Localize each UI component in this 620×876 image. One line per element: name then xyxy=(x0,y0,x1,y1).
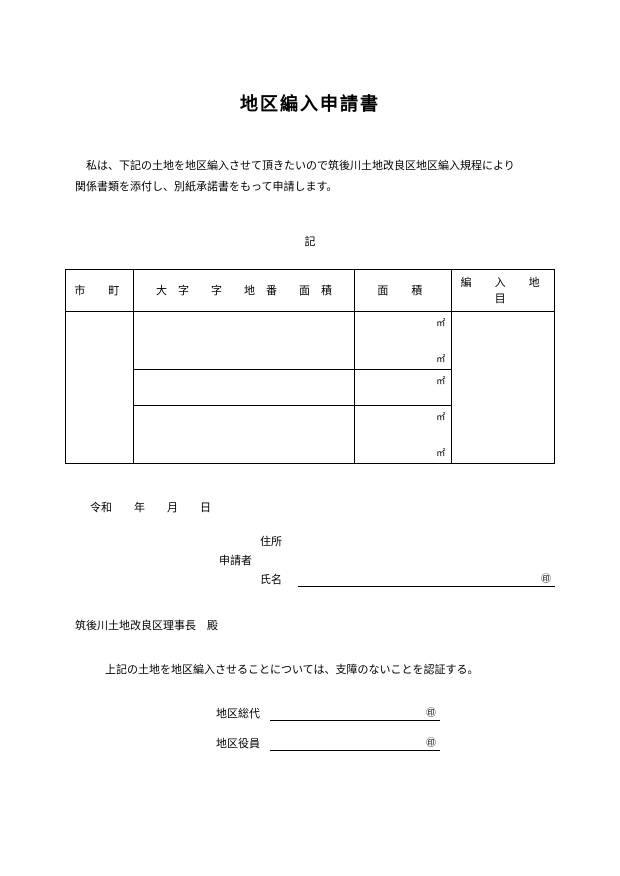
name-field: ㊞ xyxy=(298,571,555,587)
iin-label: 地区役員 xyxy=(65,735,270,751)
applicant-label: 申請者 xyxy=(65,552,260,568)
iin-field: ㊞ xyxy=(270,735,440,751)
unit-top: ㎡ xyxy=(436,410,445,423)
soudai-label: 地区総代 xyxy=(65,705,270,721)
seal-mark: ㊞ xyxy=(426,704,436,719)
unit-bot: ㎡ xyxy=(436,352,445,365)
soudai-field: ㊞ xyxy=(270,705,440,721)
unit-top: ㎡ xyxy=(436,374,445,387)
confirm-text: 上記の土地を地区編入させることについては、支障のないことを認証する。 xyxy=(65,661,555,677)
unit-top: ㎡ xyxy=(436,316,445,329)
cell-city xyxy=(66,311,134,463)
intro-text: 私は、下記の土地を地区編入させて頂きたいので筑後川土地改良区地区編入規程により … xyxy=(65,156,555,198)
table-row: ㎡ ㎡ xyxy=(66,311,555,369)
cell-location xyxy=(134,405,354,463)
kigou-mark: 記 xyxy=(65,233,555,249)
th-city: 市 町 xyxy=(66,269,134,311)
sig-row-soudai: 地区総代 ㊞ xyxy=(65,705,555,721)
addr-label: 住所 xyxy=(260,533,298,549)
th-location: 大 字 字 地 番 面 積 xyxy=(134,269,354,311)
th-area: 面 積 xyxy=(354,269,452,311)
land-table: 市 町 大 字 字 地 番 面 積 面 積 編 入 地 目 ㎡ ㎡ ㎡ ㎡ ㎡ xyxy=(65,269,555,464)
name-label: 氏名 xyxy=(260,571,298,587)
seal-mark: ㊞ xyxy=(541,570,551,585)
cell-area: ㎡ xyxy=(354,369,452,405)
cell-location xyxy=(134,369,354,405)
cell-category xyxy=(452,311,555,463)
cell-area: ㎡ ㎡ xyxy=(354,405,452,463)
th-category: 編 入 地 目 xyxy=(452,269,555,311)
addressee: 筑後川土地改良区理事長 殿 xyxy=(65,617,555,633)
applicant-block: 住所 申請者 氏名 ㊞ xyxy=(65,533,555,587)
table-header-row: 市 町 大 字 字 地 番 面 積 面 積 編 入 地 目 xyxy=(66,269,555,311)
sig-row-iin: 地区役員 ㊞ xyxy=(65,735,555,751)
intro-line2: 関係書類を添付し、別紙承諾書をもって申請します。 xyxy=(75,181,337,193)
cell-area: ㎡ ㎡ xyxy=(354,311,452,369)
seal-mark: ㊞ xyxy=(426,734,436,749)
page-title: 地区編入申請書 xyxy=(65,90,555,116)
intro-line1: 私は、下記の土地を地区編入させて頂きたいので筑後川土地改良区地区編入規程により xyxy=(86,160,515,172)
cell-location xyxy=(134,311,354,369)
unit-bot: ㎡ xyxy=(436,446,445,459)
date-line: 令和 年 月 日 xyxy=(65,499,555,515)
